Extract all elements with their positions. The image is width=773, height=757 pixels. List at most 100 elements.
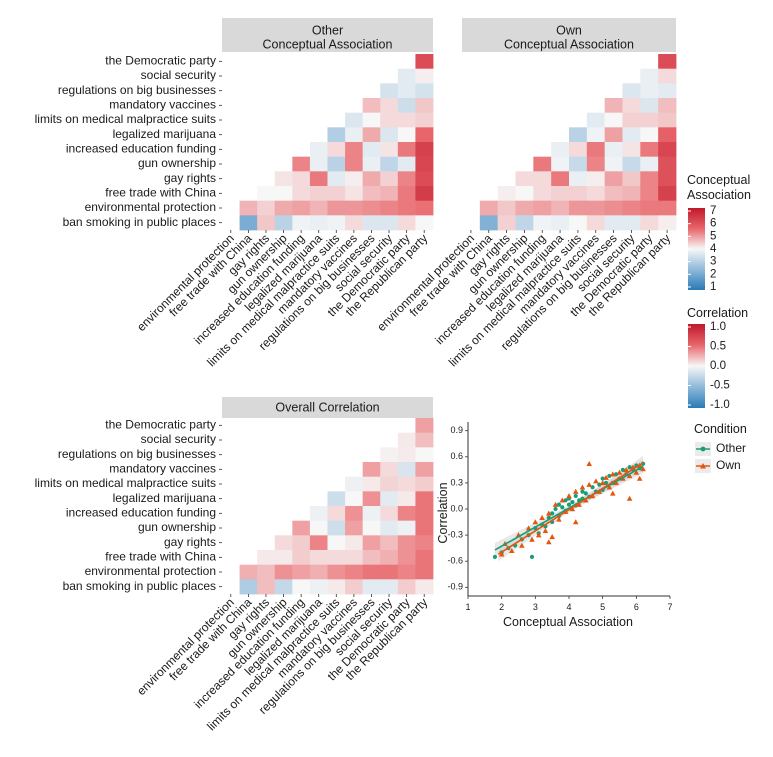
heatmap-cell <box>309 506 328 522</box>
scatter-point-own <box>552 501 559 507</box>
legend-association-tick-label: 1 <box>710 281 716 293</box>
row-label: ban smoking in public places <box>63 579 216 593</box>
heatmap-cell <box>622 98 641 114</box>
heatmap-cell <box>415 215 434 231</box>
heatmap-cell <box>309 564 328 580</box>
heatmap-cell <box>415 54 434 70</box>
legend-association-tick-label: 7 <box>710 205 716 217</box>
scatter-point-own <box>626 473 633 479</box>
scatter-point-other <box>570 499 575 505</box>
heatmap-cell <box>586 127 606 143</box>
heatmap-cell <box>257 186 276 202</box>
scatter-point-own <box>508 547 515 553</box>
heatmap-cell <box>380 83 399 99</box>
scatter-point-own <box>556 516 562 522</box>
heatmap-cell <box>345 535 364 551</box>
scatter-point-own <box>572 488 579 494</box>
heatmap-cell <box>515 200 534 216</box>
heatmap-cell <box>274 171 293 187</box>
heatmap-cell <box>309 520 328 536</box>
scatter-point-own <box>519 542 525 548</box>
heatmap-cell <box>362 171 381 187</box>
heatmap-cell <box>292 520 311 536</box>
heatmap-cell <box>658 215 677 231</box>
heatmap-cell <box>415 579 434 595</box>
heatmap-cell <box>292 535 311 551</box>
heatmap-cell <box>586 142 606 158</box>
row-label: environmental protection <box>85 200 216 214</box>
legend-condition-items: Other Own <box>695 441 746 473</box>
heatmap-cell <box>397 462 416 478</box>
heatmap-cell <box>586 186 606 202</box>
row-label: environmental protection <box>85 564 216 578</box>
heatmap-cell <box>257 564 276 580</box>
x-tick-label: 6 <box>634 602 639 612</box>
heatmap-cell <box>658 112 677 128</box>
row-label: social security <box>141 432 216 446</box>
heatmap-cell <box>327 127 346 143</box>
heatmap-cell <box>327 491 346 507</box>
row-label: ban smoking in public places <box>63 215 216 229</box>
heatmap-cell <box>569 142 588 158</box>
y-tick-label: -0.6 <box>447 556 463 566</box>
heatmap-cells-correlation <box>239 418 434 595</box>
heatmap-cell <box>415 68 434 84</box>
heatmap-cell <box>292 171 311 187</box>
heatmap-cell <box>415 156 434 172</box>
heatmap-cell <box>415 447 434 463</box>
row-label: limits on medical malpractice suits <box>35 476 216 490</box>
scatter-point-other <box>603 480 609 485</box>
heatmap-cell <box>380 564 399 580</box>
heatmap-cell <box>380 579 399 595</box>
heatmap-cell <box>397 432 416 448</box>
heatmap-cell <box>362 564 381 580</box>
heatmap-cell <box>515 171 534 187</box>
heatmap-cell <box>640 127 659 143</box>
row-label: mandatory vaccines <box>109 462 216 476</box>
heatmap-cell <box>551 186 570 202</box>
heatmap-cell <box>658 127 677 143</box>
heatmap-cell <box>257 550 276 566</box>
scatter-point-own <box>576 501 582 507</box>
scatter-point-other <box>597 482 602 487</box>
x-tick-label: 7 <box>667 602 672 612</box>
heatmap-cell <box>380 171 399 187</box>
heatmap-cell <box>586 112 606 128</box>
scatter-point-other <box>627 465 632 470</box>
heatmap-cell <box>640 142 659 158</box>
heatmap-cell <box>362 476 381 492</box>
heatmap-cell <box>415 127 434 143</box>
scatter-point-own <box>583 497 589 503</box>
x-tick-label: 4 <box>566 602 571 612</box>
heatmap-cell <box>640 156 659 172</box>
scatter-point-other <box>583 491 588 496</box>
heatmap-cell <box>380 142 399 158</box>
heatmap-cell <box>257 200 276 216</box>
heatmap-cell <box>415 564 434 580</box>
heatmap-cell <box>380 476 399 492</box>
heatmap-cell <box>274 186 293 202</box>
scatter-point-own <box>542 527 549 533</box>
heatmap-cell <box>515 215 534 231</box>
heatmap-cell <box>479 200 499 216</box>
heatmap-cell <box>380 506 399 522</box>
heatmap-cell <box>604 112 623 128</box>
heatmap-cell <box>622 171 641 187</box>
heatmap-cell <box>515 186 534 202</box>
heatmap-cell <box>239 579 258 595</box>
scatter-point-own <box>633 469 640 475</box>
heatmap-cell <box>397 579 416 595</box>
row-label: legalized marijuana <box>113 491 217 505</box>
heatmap-cell <box>362 491 381 507</box>
row-label: increased education funding <box>66 142 216 156</box>
heatmap-cell <box>362 520 381 536</box>
heatmap-cell <box>415 462 434 478</box>
scatter-point-other <box>614 472 619 477</box>
panel-strip-other <box>222 18 433 52</box>
heatmap-cell <box>604 200 623 216</box>
heatmap-cell <box>497 200 516 216</box>
heatmap-cell <box>415 506 434 522</box>
row-label: gun ownership <box>138 156 216 170</box>
